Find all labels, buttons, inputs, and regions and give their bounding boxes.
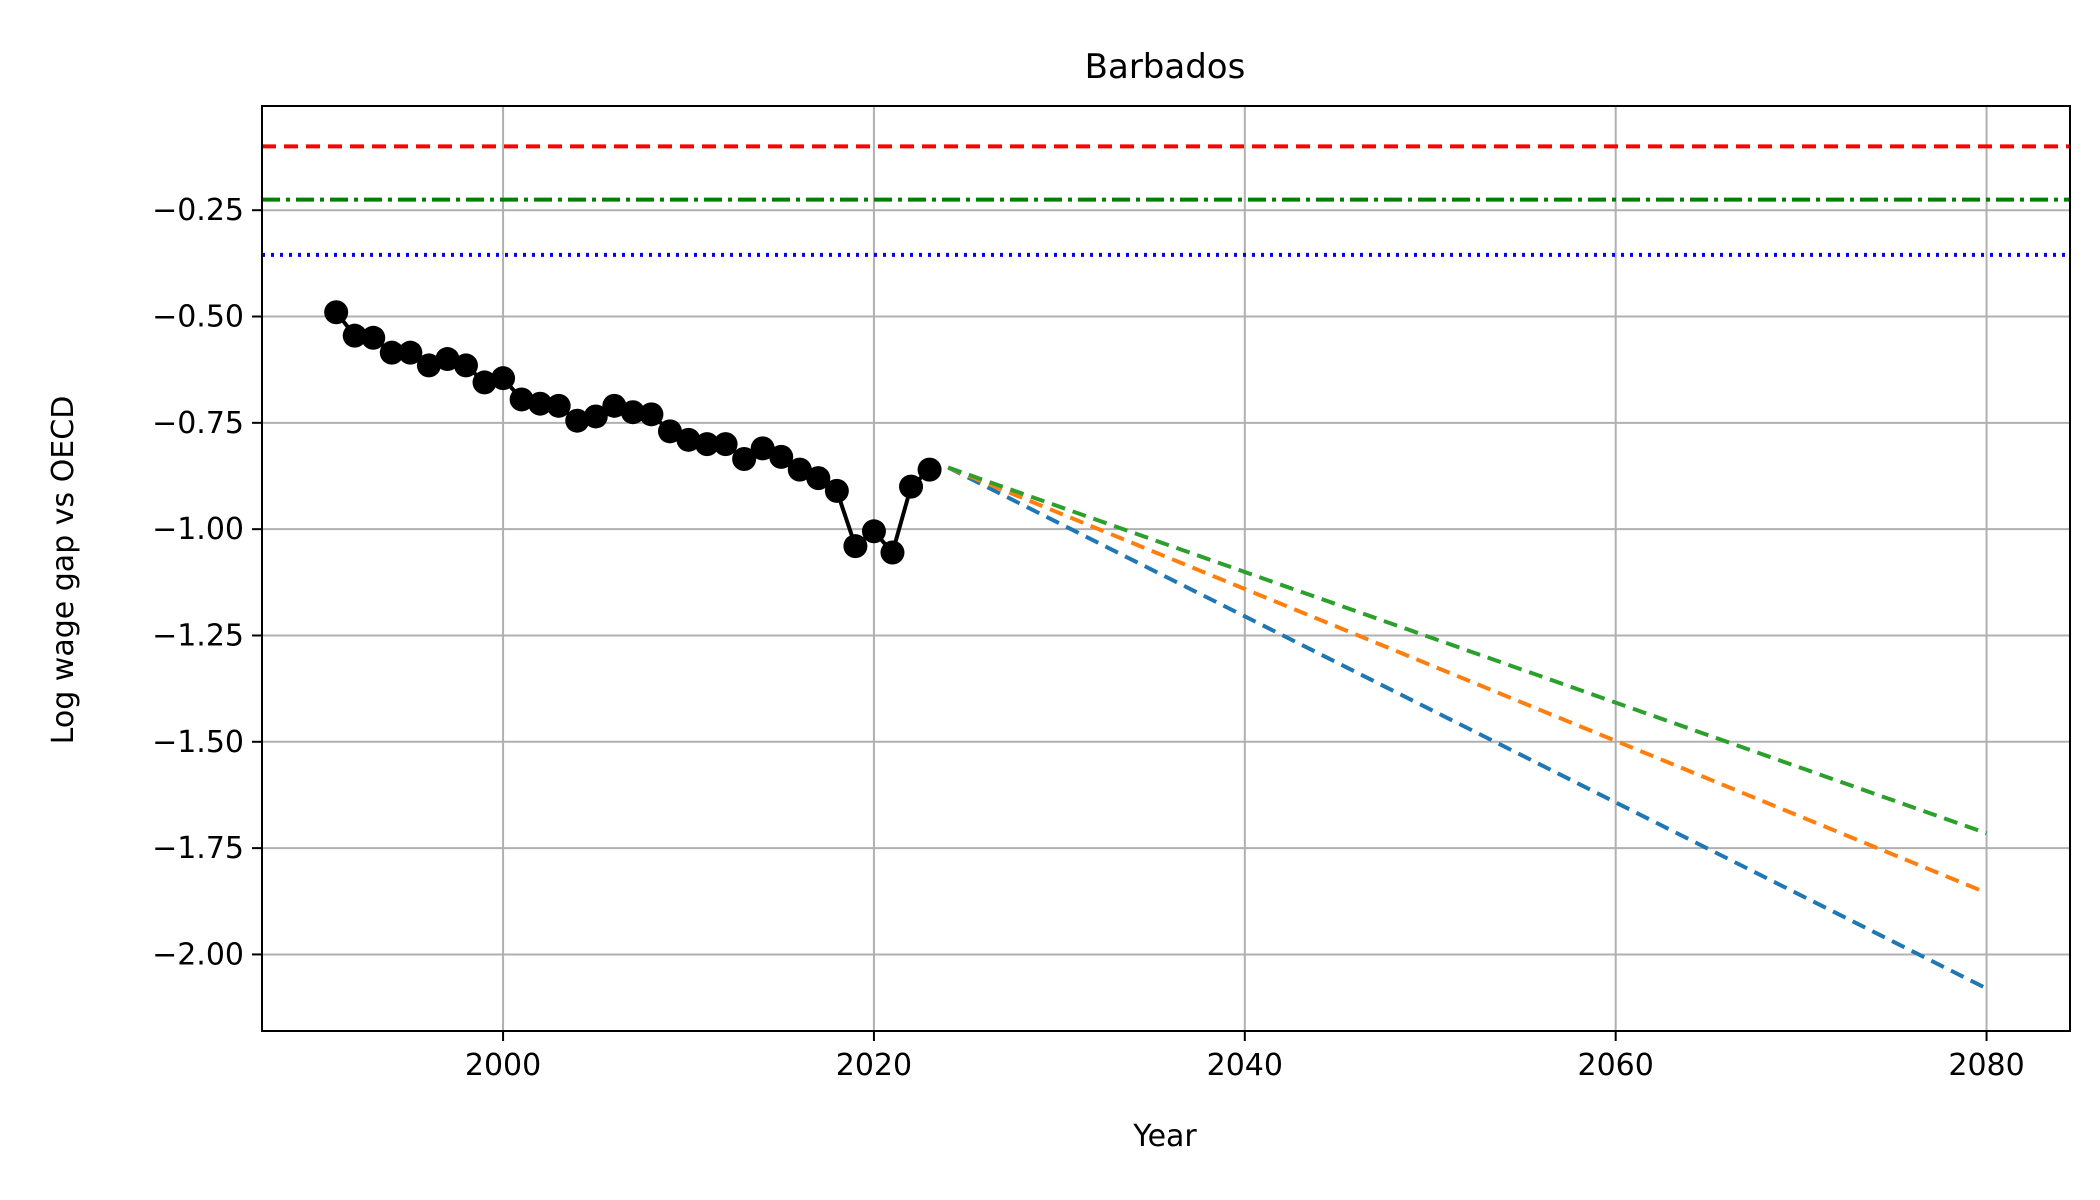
history-point [509,387,534,412]
axis-ticks: 2000 2020 2040 2060 2080 −0.25 −0.50 −0.75 −1.00… [152,193,2025,1083]
history-point [453,353,478,378]
history-point [917,457,942,482]
history-point [787,457,812,482]
history-point [676,427,701,452]
history-point [379,340,404,365]
history-point [416,353,441,378]
history-point [435,347,460,372]
y-tick-label: −1.00 [152,512,244,547]
y-tick-label: −0.25 [152,193,244,228]
history-point [806,466,831,491]
y-axis-label: Log wage gap vs OECD [46,396,81,745]
chart-title: Barbados [1085,47,1246,87]
history-point [528,391,553,416]
history-point [769,444,794,469]
history-point [491,366,516,391]
history-point [324,300,349,325]
projection-lines [947,465,1988,991]
x-tick-label: 2060 [1578,1048,1654,1083]
y-tick-label: −2.00 [152,937,244,972]
history-point [824,478,849,503]
history-point [899,474,924,499]
history-point [880,540,905,565]
x-tick-label: 2000 [465,1048,541,1083]
y-tick-label: −1.75 [152,831,244,866]
history-point [602,393,627,418]
history-point [861,519,886,544]
reference-lines [262,144,2070,257]
history-point [546,393,571,418]
projection-line [947,465,1988,991]
history-point [713,432,738,457]
history-point [472,370,497,395]
plot-frame [261,105,2071,1032]
x-tick-label: 2020 [836,1048,912,1083]
projection-line [947,465,1988,836]
y-tick-label: −0.75 [152,406,244,441]
y-tick-label: −1.25 [152,618,244,653]
history-point [843,534,868,559]
x-axis-label: Year [1132,1119,1197,1154]
history-point [657,419,682,444]
history-point [342,323,367,348]
history-point [565,408,590,433]
history-point [639,402,664,427]
history-point [361,325,386,350]
history-point [695,432,720,457]
history-point [398,340,423,365]
y-tick-label: −1.50 [152,725,244,760]
x-tick-label: 2040 [1207,1048,1283,1083]
history-point [750,436,775,461]
history-point [732,446,757,471]
history-point [620,400,645,425]
history-point [583,404,608,429]
projection-line [947,465,1988,895]
grid [262,106,2070,1031]
history-series [324,300,942,565]
history-line [334,311,931,555]
y-tick-label: −0.50 [152,300,244,335]
x-tick-label: 2080 [1948,1048,2024,1083]
